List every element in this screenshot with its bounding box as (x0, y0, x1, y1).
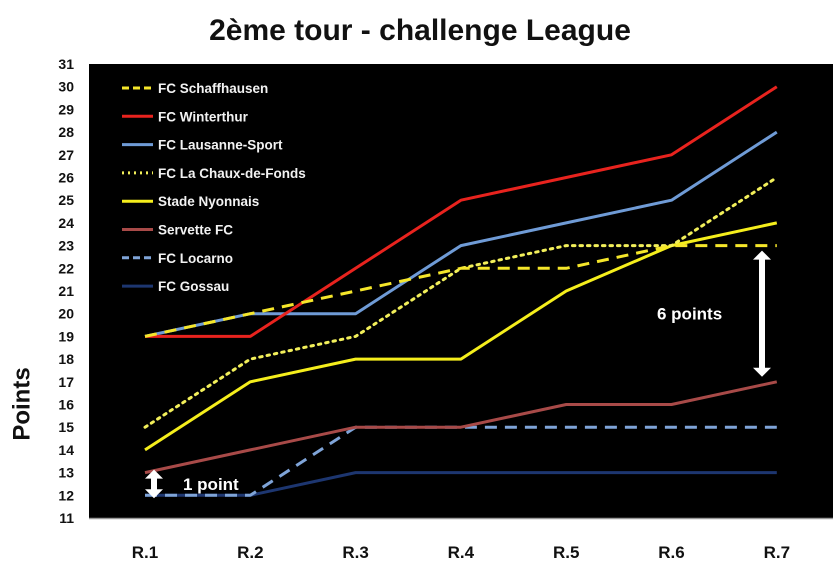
y-tick-label: 24 (58, 215, 74, 231)
y-tick-label: 16 (58, 397, 74, 413)
series-line-fc-schaffhausen (144, 244, 777, 338)
y-tick-label: 27 (58, 147, 74, 163)
y-tick-label: 13 (58, 465, 74, 481)
x-tick-label: R.3 (342, 543, 368, 562)
legend-label: FC Gossau (158, 279, 229, 294)
y-tick-label: 28 (58, 124, 74, 140)
x-tick-label: R.6 (658, 543, 684, 562)
y-tick-label: 23 (58, 238, 74, 254)
y-tick-label: 21 (58, 283, 74, 299)
legend-item: FC Winterthur (122, 109, 249, 124)
plot-area (89, 64, 833, 518)
double-arrow-icon (145, 469, 163, 499)
series-line-fc-locarno (145, 425, 777, 497)
legend-label: FC La Chaux-de-Fonds (158, 166, 306, 181)
y-tick-label: 19 (58, 328, 74, 344)
legend-item: Servette FC (122, 223, 233, 238)
series-line-fc-winterthur (145, 85, 778, 338)
legend-label: FC Lausanne-Sport (158, 138, 283, 153)
y-tick-label: 29 (58, 101, 74, 117)
x-tick-label: R.2 (237, 543, 263, 562)
y-tick-label: 15 (58, 419, 74, 435)
legend-item: FC Gossau (122, 279, 229, 294)
chart-title: 2ème tour - challenge League (209, 14, 631, 47)
y-tick-label: 20 (58, 306, 74, 322)
legend-item: FC Lausanne-Sport (122, 138, 283, 153)
legend-label: FC Schaffhausen (158, 81, 268, 96)
annotation-1-point: 1 point (183, 475, 239, 494)
legend: FC Schaffhausen FC Winterthur FC Lausanne-… (122, 81, 306, 294)
y-tick-label: 31 (58, 56, 74, 72)
legend-item: Stade Nyonnais (122, 194, 259, 209)
legend-label: FC Winterthur (158, 109, 249, 124)
double-arrow-icon (753, 250, 771, 377)
legend-label: FC Locarno (158, 251, 233, 266)
series-line-servette-fc (144, 380, 778, 475)
legend-item: FC Schaffhausen (122, 81, 268, 96)
x-tick-label: R.7 (764, 543, 790, 562)
y-tick-label: 26 (58, 170, 74, 186)
y-tick-label: 25 (58, 192, 74, 208)
x-tick-label: R.1 (132, 543, 158, 562)
x-tick-label: R.4 (448, 543, 475, 562)
y-tick-label: 17 (58, 374, 74, 390)
y-tick-label: 18 (58, 351, 74, 367)
legend-label: Stade Nyonnais (158, 194, 259, 209)
legend-label: Servette FC (158, 223, 233, 238)
legend-item: FC Locarno (122, 251, 233, 266)
y-tick-label: 14 (58, 442, 74, 458)
x-tick-label: R.5 (553, 543, 579, 562)
legend-item: FC La Chaux-de-Fonds (122, 166, 306, 181)
y-tick-label: 11 (59, 510, 74, 526)
annotation-6-points: 6 points (657, 305, 722, 324)
y-tick-label: 22 (58, 260, 74, 276)
y-tick-label: 30 (58, 79, 74, 95)
y-tick-label: 12 (58, 487, 74, 503)
